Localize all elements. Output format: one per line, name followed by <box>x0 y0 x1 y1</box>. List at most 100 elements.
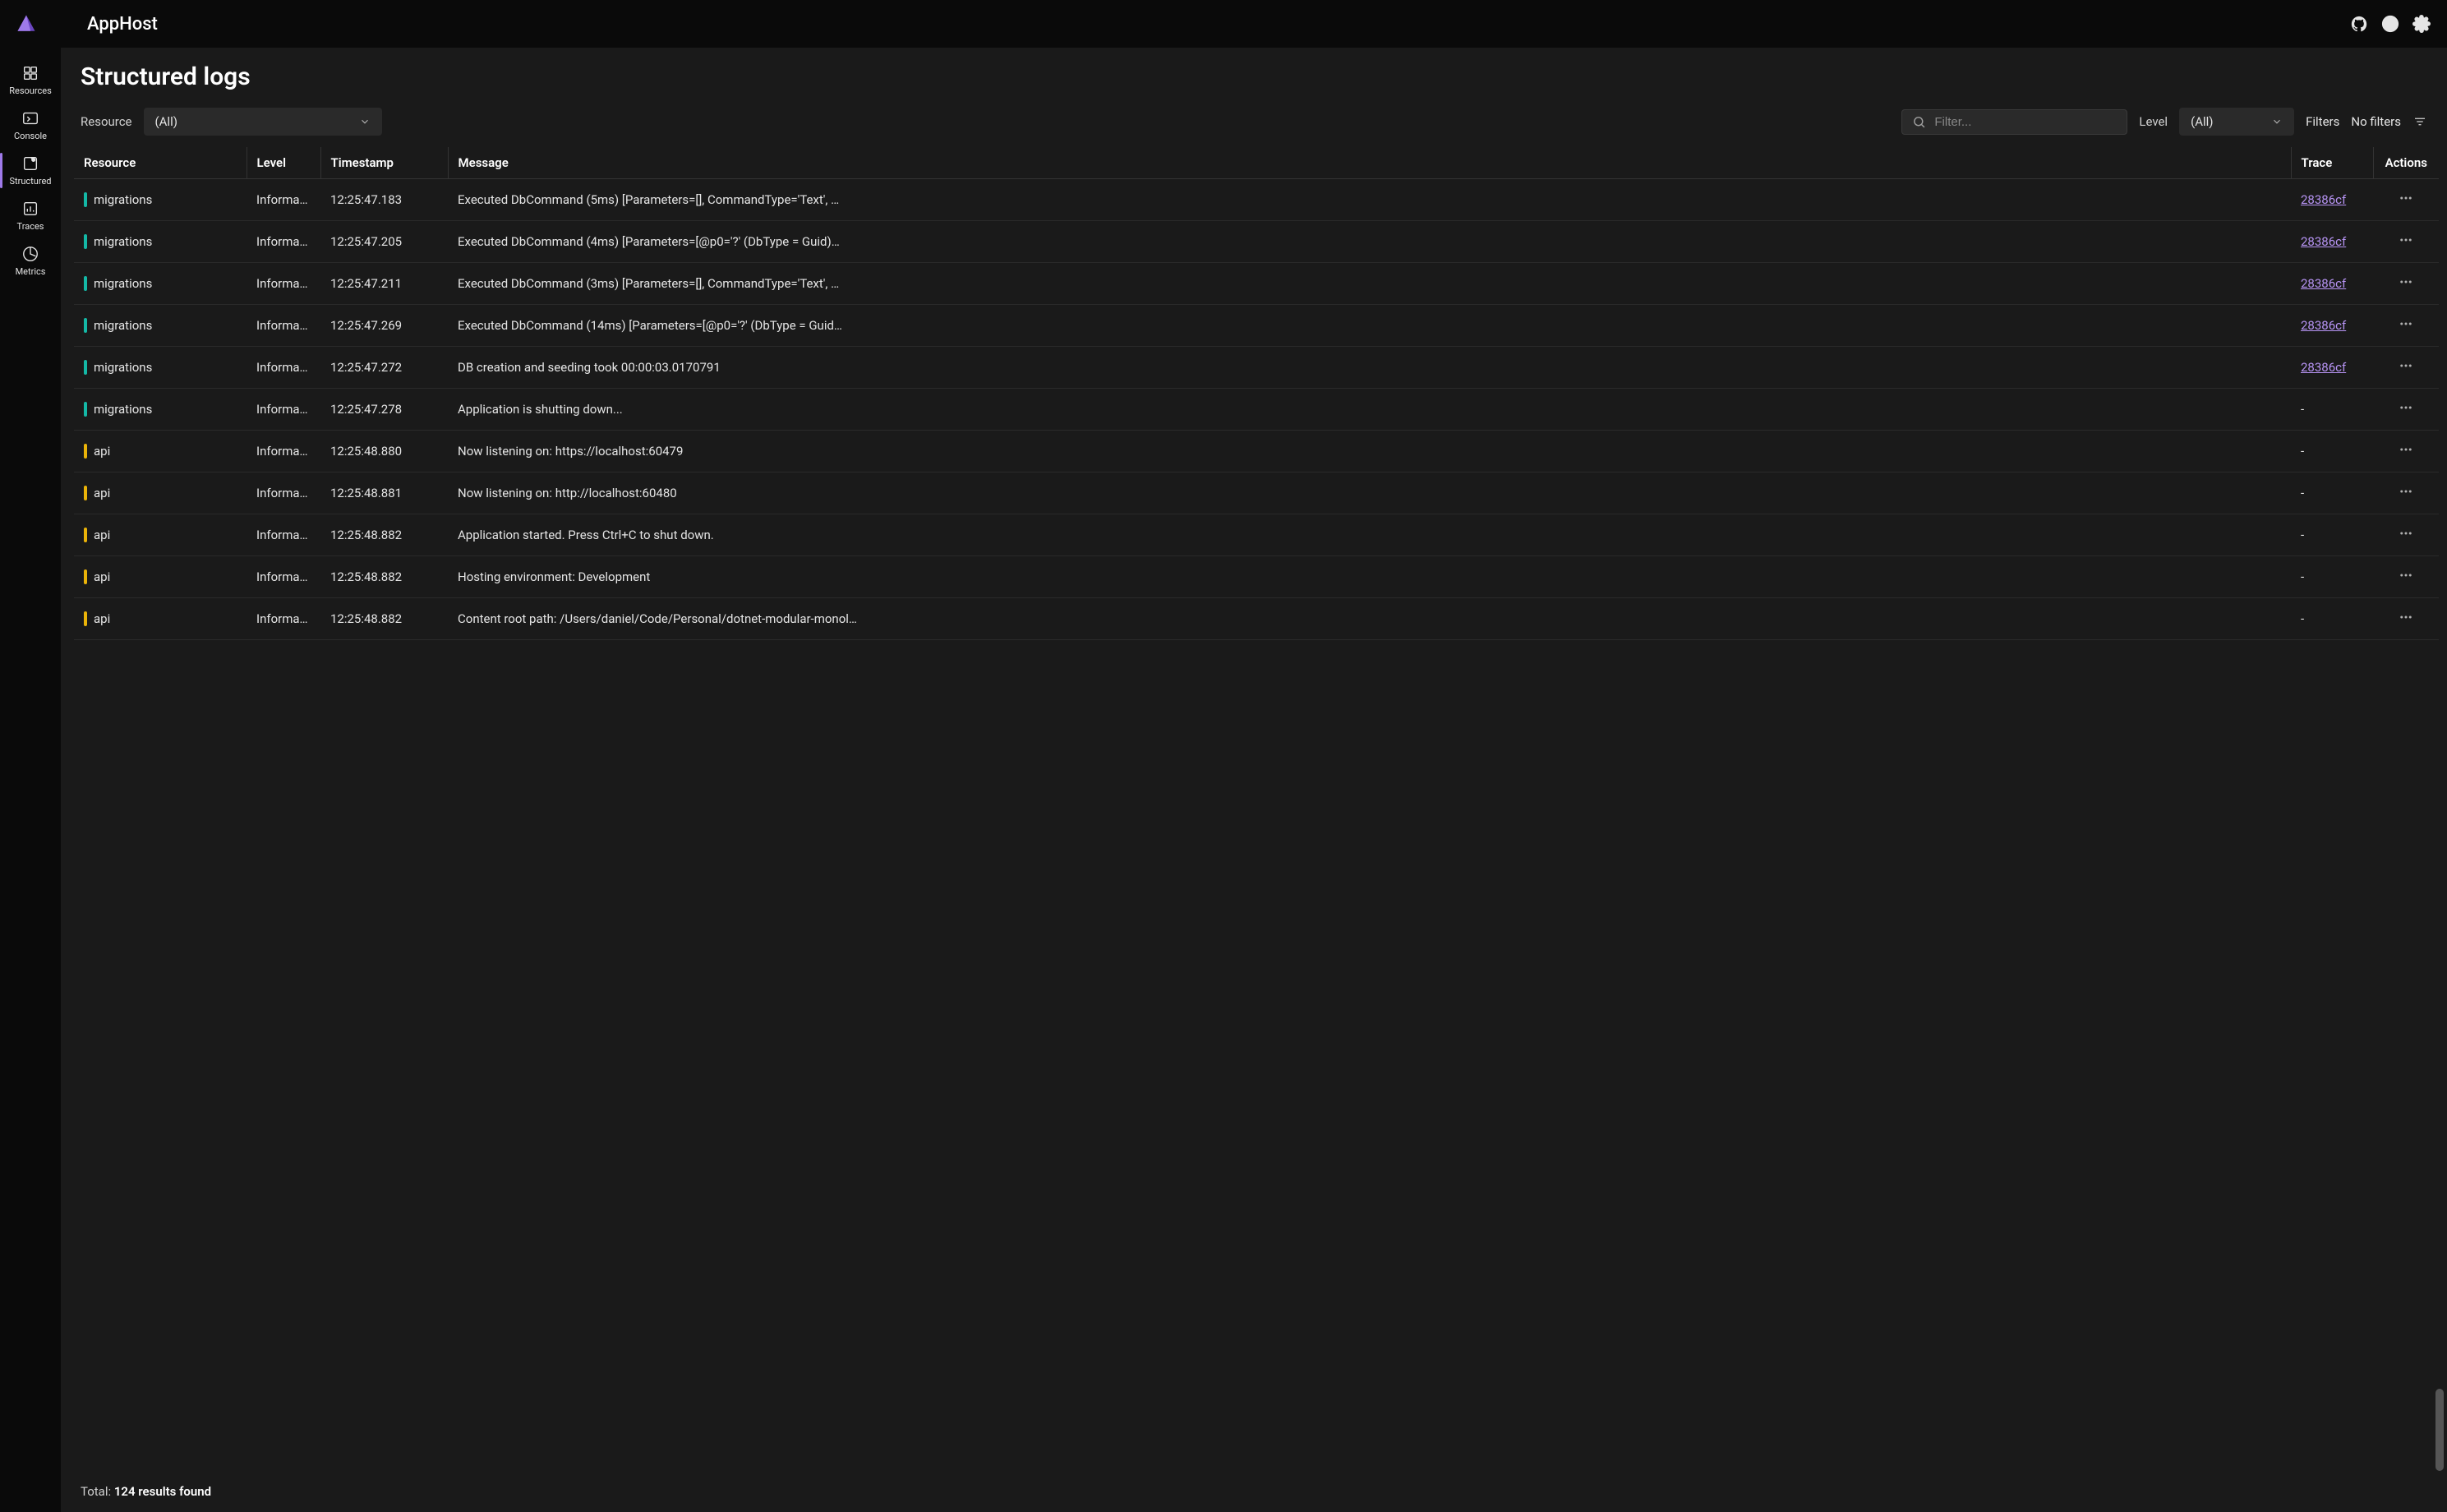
resource-cell: api <box>84 528 237 542</box>
resource-cell: migrations <box>84 360 237 375</box>
trace-link[interactable]: 28386cf <box>2301 192 2346 207</box>
resource-select[interactable]: (All) <box>144 108 382 136</box>
chevron-down-icon <box>359 116 371 127</box>
chart-icon <box>21 245 39 263</box>
filters-button[interactable]: Filters <box>2306 114 2339 129</box>
table-row[interactable]: migrations Informati… 12:25:47.278 Appli… <box>74 389 2439 431</box>
main: Structured logs Resource (All) Level (Al… <box>61 48 2447 1512</box>
row-actions-button[interactable] <box>2399 316 2413 334</box>
sidebar-item-structured[interactable]: Structured <box>0 148 61 193</box>
filter-icon[interactable] <box>2412 114 2427 129</box>
row-actions-button[interactable] <box>2399 274 2413 293</box>
timestamp-cell: 12:25:48.882 <box>320 598 448 640</box>
timestamp-cell: 12:25:47.278 <box>320 389 448 431</box>
resource-name: api <box>94 569 110 584</box>
column-header-timestamp[interactable]: Timestamp <box>320 147 448 179</box>
trace-cell: - <box>2291 472 2373 514</box>
log-table: ResourceLevelTimestampMessageTraceAction… <box>74 147 2439 640</box>
search-input-wrap[interactable] <box>1901 109 2127 135</box>
resource-color-bar <box>84 569 87 584</box>
resource-cell: migrations <box>84 234 237 249</box>
logo-icon <box>15 12 38 35</box>
message-cell: DB creation and seeding took 00:00:03.01… <box>448 347 2291 389</box>
resource-name: migrations <box>94 234 152 249</box>
resource-name: api <box>94 611 110 626</box>
filter-input[interactable] <box>1934 115 2117 129</box>
table-row[interactable]: migrations Informati… 12:25:47.272 DB cr… <box>74 347 2439 389</box>
trace-cell: - <box>2291 389 2373 431</box>
resource-cell: api <box>84 569 237 584</box>
resource-name: migrations <box>94 318 152 333</box>
message-cell: Now listening on: http://localhost:60480 <box>448 472 2291 514</box>
sidebar-item-metrics[interactable]: Metrics <box>0 238 61 284</box>
scrollbar[interactable] <box>2435 214 2444 1471</box>
sidebar-item-label: Metrics <box>16 266 46 277</box>
resource-name: migrations <box>94 192 152 207</box>
table-row[interactable]: api Informati… 12:25:48.882 Hosting envi… <box>74 556 2439 598</box>
row-actions-button[interactable] <box>2399 568 2413 586</box>
table-row[interactable]: migrations Informati… 12:25:47.211 Execu… <box>74 263 2439 305</box>
sidebar-item-traces[interactable]: Traces <box>0 193 61 238</box>
level-cell: Informati… <box>247 556 320 598</box>
message-cell: Hosting environment: Development <box>448 556 2291 598</box>
message-cell: Executed DbCommand (3ms) [Parameters=[],… <box>448 263 2291 305</box>
message-cell: Application is shutting down... <box>448 389 2291 431</box>
table-row[interactable]: api Informati… 12:25:48.880 Now listenin… <box>74 431 2439 472</box>
scrollbar-thumb[interactable] <box>2435 1389 2444 1471</box>
column-header-trace[interactable]: Trace <box>2291 147 2373 179</box>
resource-name: api <box>94 444 110 459</box>
table-row[interactable]: api Informati… 12:25:48.882 Content root… <box>74 598 2439 640</box>
column-header-message[interactable]: Message <box>448 147 2291 179</box>
message-cell: Application started. Press Ctrl+C to shu… <box>448 514 2291 556</box>
trace-cell: 28386cf <box>2291 263 2373 305</box>
trace-cell: - <box>2291 556 2373 598</box>
resource-filter-label: Resource <box>81 114 132 129</box>
resource-cell: migrations <box>84 318 237 333</box>
table-row[interactable]: api Informati… 12:25:48.881 Now listenin… <box>74 472 2439 514</box>
row-actions-button[interactable] <box>2399 400 2413 418</box>
trace-cell: 28386cf <box>2291 305 2373 347</box>
settings-icon[interactable] <box>2412 15 2431 33</box>
trace-link[interactable]: 28386cf <box>2301 276 2346 291</box>
row-actions-button[interactable] <box>2399 610 2413 628</box>
table-row[interactable]: migrations Informati… 12:25:47.269 Execu… <box>74 305 2439 347</box>
sidebar-item-console[interactable]: Console <box>0 103 61 148</box>
message-cell: Executed DbCommand (14ms) [Parameters=[@… <box>448 305 2291 347</box>
sidebar-item-resources[interactable]: Resources <box>0 58 61 103</box>
resource-name: migrations <box>94 360 152 375</box>
help-icon[interactable] <box>2381 15 2399 33</box>
table-row[interactable]: migrations Informati… 12:25:47.183 Execu… <box>74 179 2439 221</box>
total-count: 124 results found <box>114 1484 211 1499</box>
row-actions-button[interactable] <box>2399 233 2413 251</box>
row-actions-button[interactable] <box>2399 191 2413 209</box>
resource-color-bar <box>84 611 87 626</box>
trace-cell: - <box>2291 431 2373 472</box>
trace-link[interactable]: 28386cf <box>2301 234 2346 249</box>
column-header-level[interactable]: Level <box>247 147 320 179</box>
resource-color-bar <box>84 402 87 417</box>
row-actions-button[interactable] <box>2399 442 2413 460</box>
column-header-resource[interactable]: Resource <box>74 147 247 179</box>
traces-icon <box>21 200 39 218</box>
resource-cell: migrations <box>84 276 237 291</box>
trace-link[interactable]: 28386cf <box>2301 360 2346 375</box>
level-cell: Informati… <box>247 305 320 347</box>
row-actions-button[interactable] <box>2399 358 2413 376</box>
table-row[interactable]: api Informati… 12:25:48.882 Application … <box>74 514 2439 556</box>
sidebar-item-label: Traces <box>17 221 44 232</box>
sidebar-item-label: Console <box>14 131 47 141</box>
trace-link[interactable]: 28386cf <box>2301 318 2346 333</box>
github-icon[interactable] <box>2350 15 2368 33</box>
column-header-actions[interactable]: Actions <box>2373 147 2439 179</box>
sidebar: Resources Console Structured Traces Metrics <box>0 48 61 1512</box>
resource-color-bar <box>84 192 87 207</box>
level-cell: Informati… <box>247 389 320 431</box>
level-cell: Informati… <box>247 179 320 221</box>
row-actions-button[interactable] <box>2399 526 2413 544</box>
table-row[interactable]: migrations Informati… 12:25:47.205 Execu… <box>74 221 2439 263</box>
row-actions-button[interactable] <box>2399 484 2413 502</box>
resource-cell: migrations <box>84 402 237 417</box>
level-select[interactable]: (All) <box>2179 108 2294 136</box>
resource-color-bar <box>84 234 87 249</box>
terminal-icon <box>21 109 39 127</box>
